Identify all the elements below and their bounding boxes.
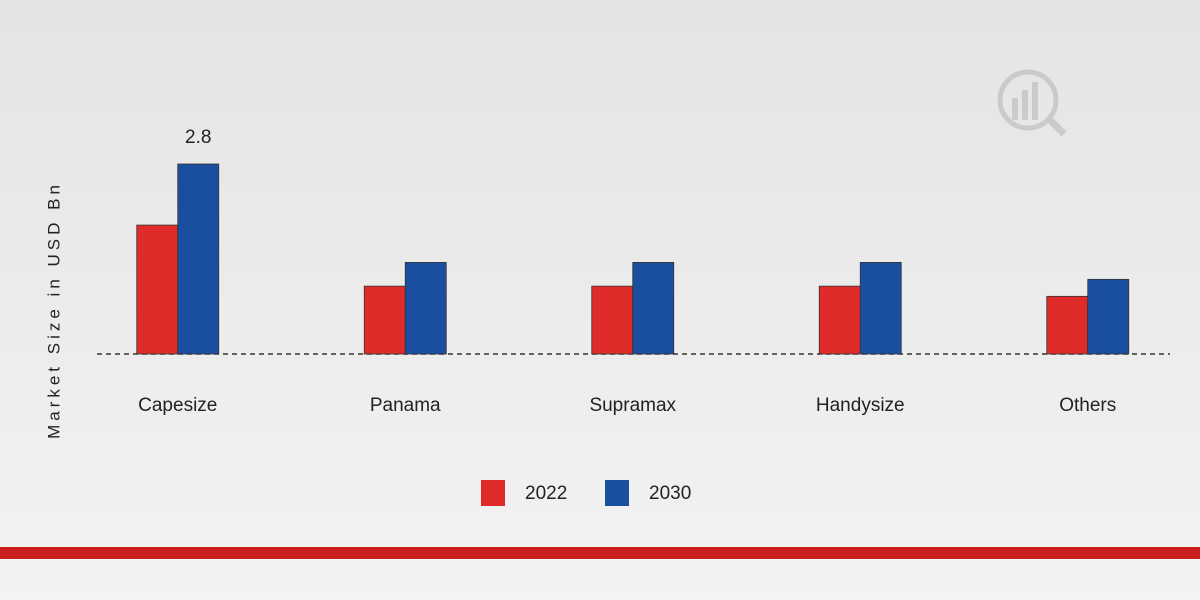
x-tick-label: Capesize [138, 395, 217, 416]
x-tick-label: Others [1059, 395, 1116, 416]
legend-label: 2022 [525, 483, 567, 504]
bar [859, 261, 902, 355]
bar [1046, 295, 1089, 355]
bar [363, 285, 406, 355]
bar [177, 163, 220, 355]
bar [136, 224, 179, 355]
footer-bar [0, 547, 1200, 559]
value-label: 2.8 [185, 127, 211, 148]
x-tick-label: Panama [370, 395, 441, 416]
legend-swatch [605, 480, 629, 506]
bar [632, 261, 675, 355]
bar [591, 285, 634, 355]
x-tick-label: Handysize [816, 395, 905, 416]
legend-label: 2030 [649, 483, 691, 504]
bar [404, 261, 447, 355]
y-axis-title: Market Size in USD Bn [44, 181, 63, 439]
watermark-logo [997, 69, 1067, 137]
bar [1087, 278, 1130, 355]
legend-swatch [481, 480, 505, 506]
x-tick-label: Supramax [589, 395, 676, 416]
bar [818, 285, 861, 355]
